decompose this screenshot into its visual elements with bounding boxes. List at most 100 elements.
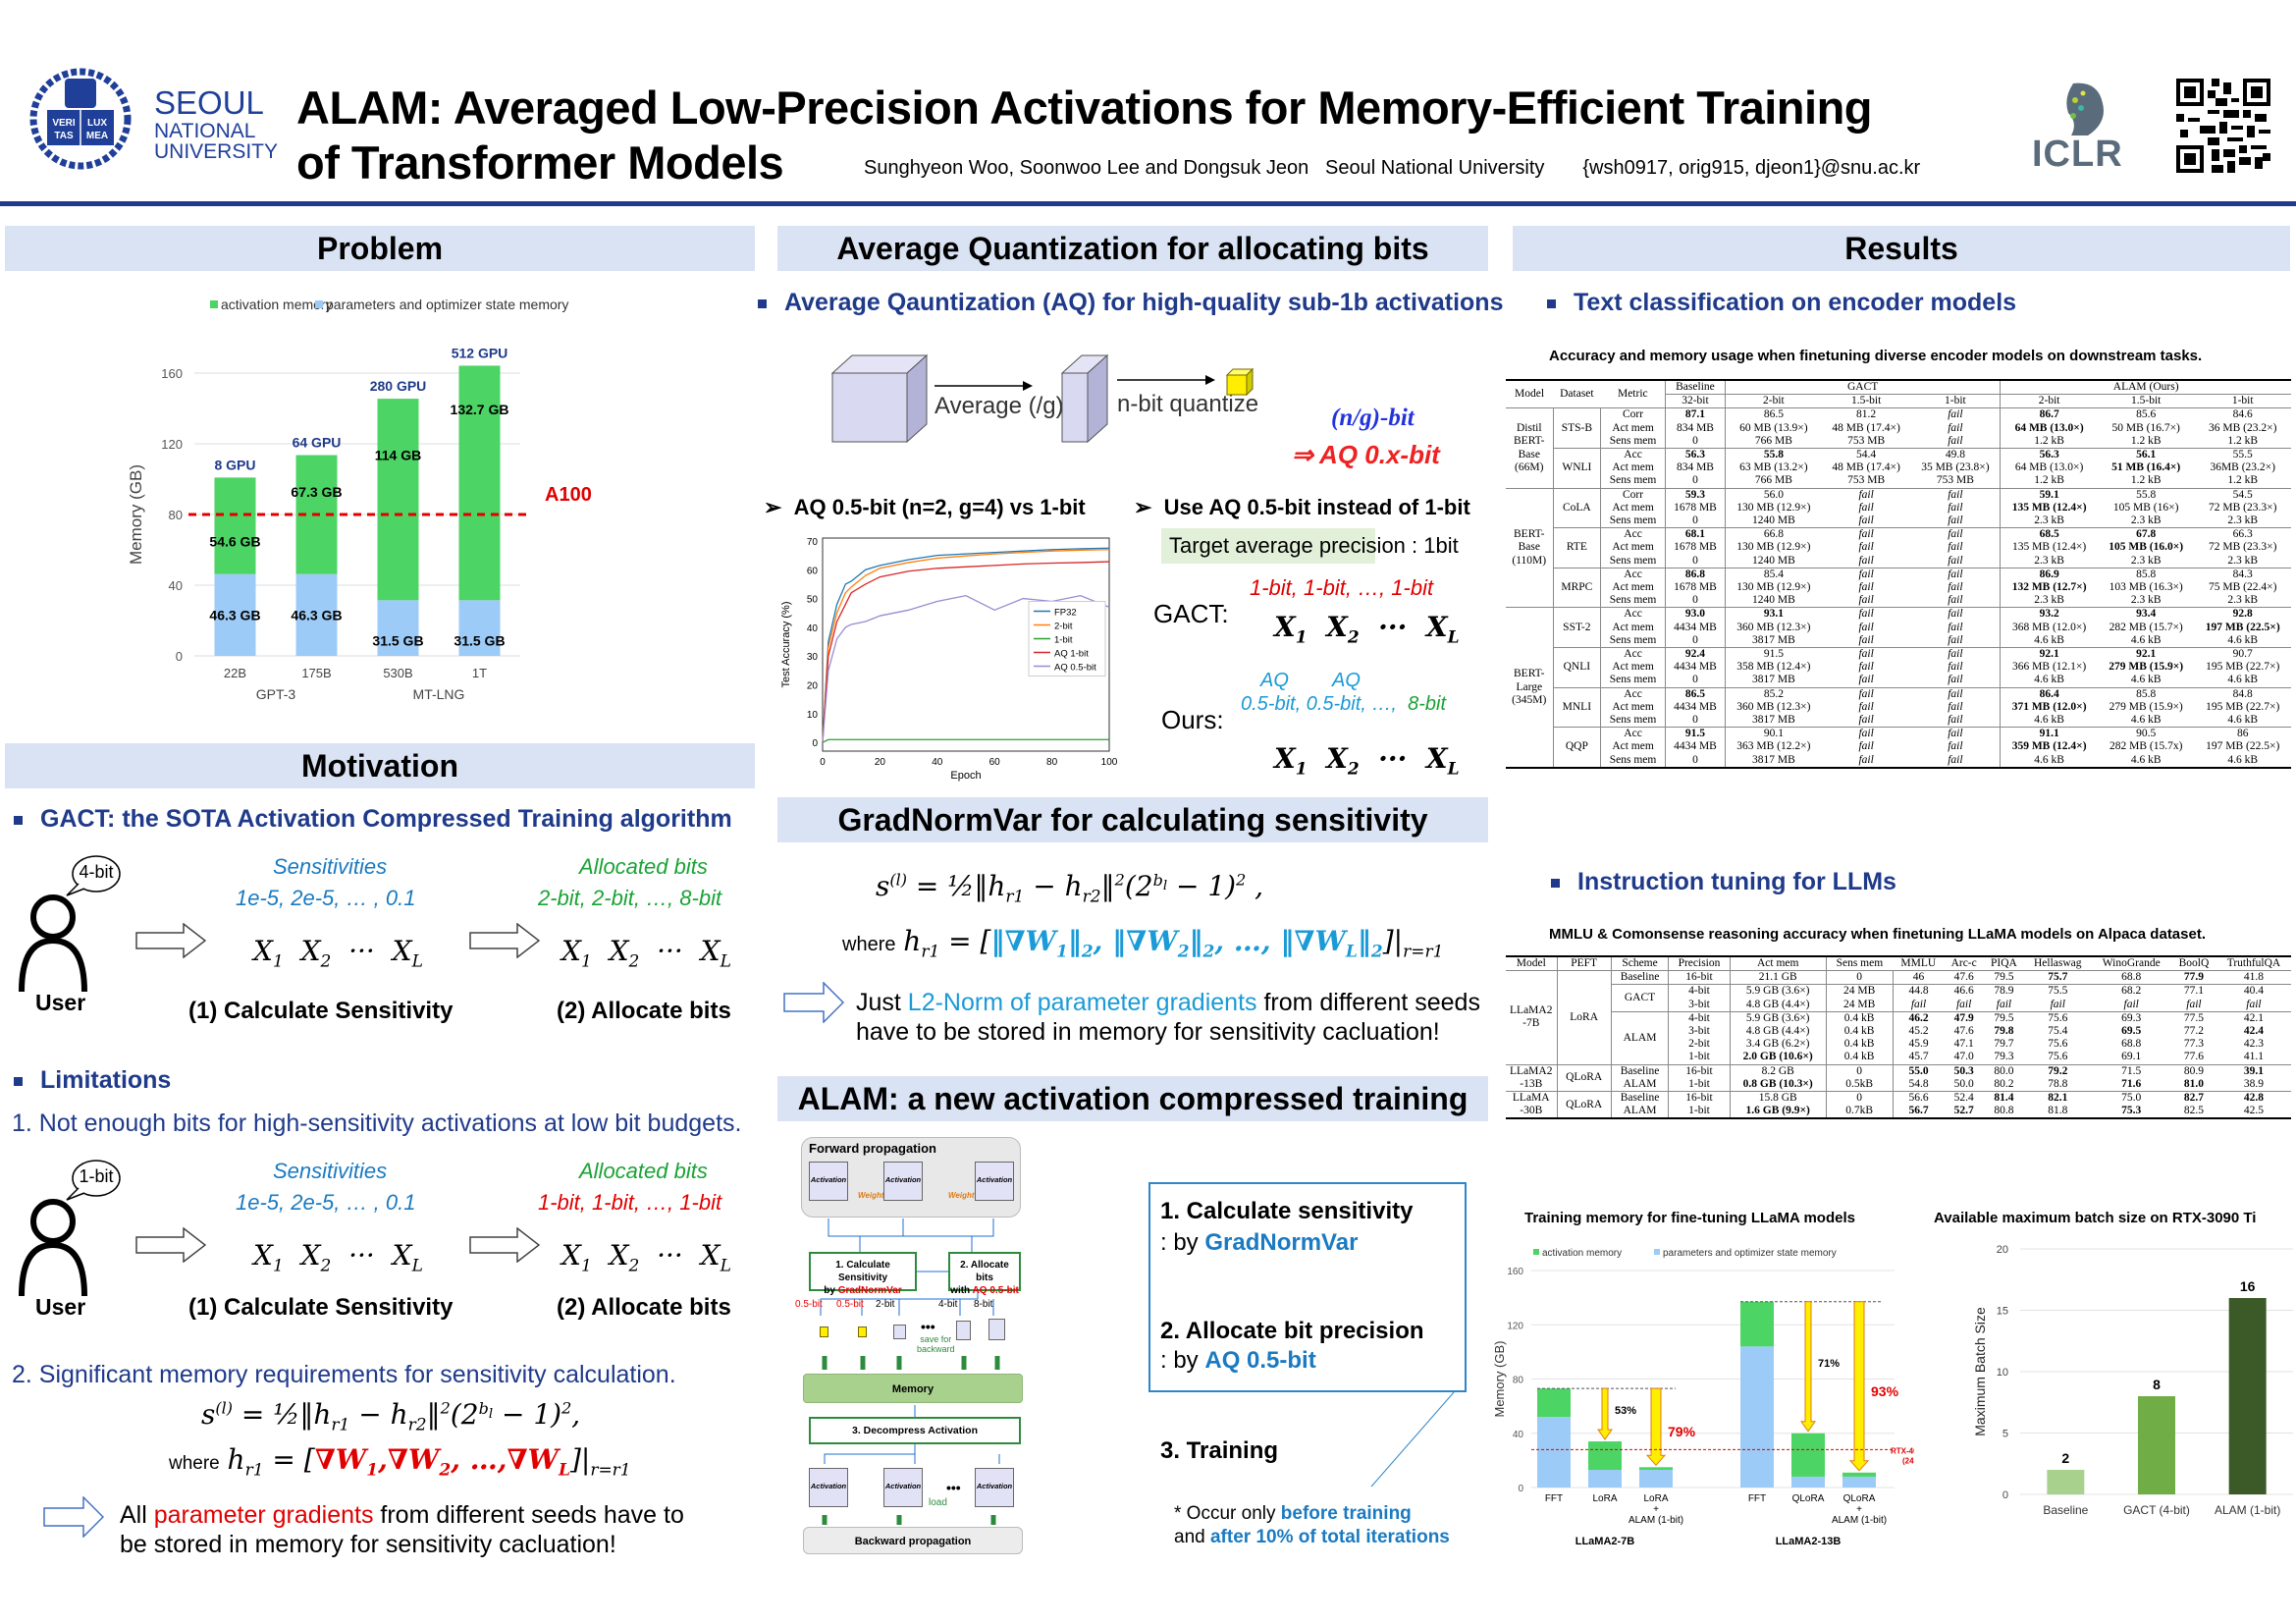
x-tick-label: 100 — [1101, 757, 1118, 768]
x-group-label: LLaMA2-7B — [1575, 1536, 1635, 1547]
table-cell: 56.3 — [2000, 448, 2098, 462]
table-cell: QLoRA — [1556, 1091, 1612, 1118]
table-cell: 68.2 — [2091, 984, 2171, 999]
table-cell: 80.0 — [1983, 1063, 2025, 1078]
reduction-arrow — [1800, 1301, 1816, 1433]
table-row: Sens mem 0 1240 MB fail fail 2.3 kB 2.3 kB 2.3 … — [1506, 514, 2291, 528]
data-label: 46.3 GB — [209, 607, 260, 623]
table-cell: 8.2 GB — [1729, 1063, 1827, 1078]
table-cell: 75.0 — [2091, 1091, 2171, 1106]
table-cell: 0 — [1664, 633, 1726, 648]
table-cell: 4.6 kB — [2000, 633, 2098, 648]
table-cell: 86.4 — [2000, 686, 2098, 701]
qr-code[interactable] — [2176, 79, 2270, 173]
legend-swatch — [1654, 1249, 1660, 1255]
bar — [2047, 1470, 2085, 1494]
reduction-arrow — [1848, 1301, 1870, 1472]
reference-line-label: (24GB) — [1902, 1456, 1914, 1465]
legend-label: parameters and optimizer state memory — [1663, 1248, 1837, 1259]
reduction-label: 93% — [1871, 1383, 1899, 1399]
y-tick-label: 40 — [169, 578, 183, 593]
ours-bits: 0.5-bit, 0.5-bit, …, 8-bit — [1241, 693, 1446, 715]
series-line-2-bit — [822, 549, 1110, 743]
data-label: 8 — [2153, 1377, 2161, 1392]
reduction-label: 71% — [1818, 1358, 1840, 1370]
table-cell: 132 MB (12.7×) — [2000, 581, 2098, 595]
table-cell: 3817 MB — [1724, 753, 1822, 767]
x-tick-label: 0 — [820, 757, 826, 768]
table-row: Sens mem 0 3817 MB fail fail 4.6 kB 4.6 kB 4.6 … — [1506, 753, 2291, 767]
user-icon — [19, 1199, 87, 1297]
table-cell: 3-bit — [1668, 1025, 1731, 1039]
step-allocate-bits: (2) Allocate bits — [557, 1294, 731, 1321]
bar-params — [1842, 1476, 1876, 1488]
load-label: load — [929, 1497, 947, 1508]
table-cell: 2.3 kB — [2130, 514, 2162, 527]
step-calc-sensitivity: (1) Calculate Sensitivity — [188, 998, 454, 1024]
table-cell: 49.8 — [1910, 448, 2001, 462]
table-cell: fail — [1948, 421, 1963, 434]
table-cell: 72 MB (23.3×) — [2209, 501, 2277, 514]
ours-label: Ours: — [1161, 705, 1224, 734]
allocate-bits-box: 2. Allocate bits with AQ 0.5-bit — [948, 1252, 1021, 1296]
legend-label: AQ 0.5-bit — [1054, 663, 1096, 674]
table-cell: 0 — [1664, 594, 1726, 608]
table-cell: QQP — [1553, 727, 1602, 767]
table-row: Act mem 4434 MB 360 MB (12.3×) fail fail 368 … — [1506, 621, 2291, 634]
table-cell: 50 MB (16.7×) — [2111, 421, 2180, 434]
university-name-line: UNIVERSITY — [154, 140, 279, 163]
bit-label: 4-bit — [938, 1299, 958, 1310]
legend-label: AQ 1-bit — [1054, 649, 1089, 660]
gradnormvar-where: where hr1 = [‖∇W1‖2, ‖∇W2‖2, …, ‖∇WL‖2]|… — [842, 925, 1444, 962]
table1-caption: Accuracy and memory usage when finetunin… — [1549, 348, 2203, 364]
table-cell: Acc — [1600, 607, 1666, 622]
table-cell: 0.5kB — [1825, 1077, 1894, 1092]
x-tick-label: 530B — [383, 666, 412, 680]
table-cell: 0 — [1664, 674, 1726, 688]
table-cell: 0 — [1664, 714, 1726, 728]
table-cell: 1.6 GB (9.9×) — [1729, 1105, 1827, 1118]
table-cell: 35 MB (23.8×) — [1921, 461, 1990, 474]
table-cell: 41.8 — [2216, 970, 2291, 985]
table-cell: 86 — [2194, 727, 2291, 741]
table-cell: 75.3 — [2121, 1105, 2142, 1117]
table-cell: Baseline — [1664, 381, 1726, 396]
training-note: * Occur only before training and after 1… — [1174, 1503, 1450, 1547]
y-tick-label: 15 — [1997, 1306, 2008, 1318]
table-cell: 45.9 — [1892, 1038, 1945, 1052]
iclr-head-icon — [2066, 82, 2104, 135]
table-cell: 75.6 — [2048, 1038, 2068, 1051]
table-cell: BoolQ — [2170, 957, 2216, 972]
table-cell: fail — [1858, 674, 1874, 686]
text-classification-heading: Text classification on encoder models — [1547, 289, 2016, 317]
table-cell: 4434 MB — [1664, 740, 1726, 754]
table-cell: Model — [1514, 388, 1545, 401]
legend-label: FP32 — [1054, 608, 1077, 619]
table-cell: 56.1 — [2097, 448, 2195, 462]
y-tick-label: 10 — [1997, 1367, 2008, 1379]
target-precision-box: Target average precision : 1bit — [1161, 528, 1459, 564]
authors: Sunghyeon Woo, Soonwoo Lee and Dongsuk J… — [864, 157, 1309, 179]
table-cell: 3817 MB — [1724, 714, 1822, 728]
table-cell: 0.8 GB (10.3×) — [1729, 1077, 1827, 1092]
sensitivity-formula: s(l) = ½‖hr1 − hr2‖2(2bl − 1)2, — [201, 1398, 581, 1435]
user-label: User — [35, 990, 86, 1015]
y-tick-label: 30 — [807, 652, 819, 663]
table-cell: fail — [1858, 541, 1874, 554]
table-row: 3-bit 4.8 GB (4.4×) 24 MB fail fail fail fail f… — [1506, 998, 2291, 1012]
activation-sequence: X1 X2 ··· XL — [1274, 742, 1460, 780]
gact-heading: GACT: the SOTA Activation Compressed Tra… — [14, 805, 732, 834]
table-cell: 93.0 — [1664, 607, 1726, 622]
table-cell: 86.7 — [2000, 407, 2098, 422]
table-cell: 79.2 — [2024, 1063, 2092, 1078]
section-title-aq: Average Quantization for allocating bits — [777, 226, 1488, 271]
table-cell: fail — [1858, 514, 1874, 527]
table-cell: 4434 MB — [1664, 700, 1726, 715]
table-cell: 56.0 — [1724, 487, 1822, 502]
affiliation: Seoul National University — [1324, 157, 1545, 179]
table-cell: 92.8 — [2194, 607, 2291, 622]
table-cell: Corr — [1600, 487, 1666, 502]
table-cell: 368 MB (12.0×) — [2000, 621, 2098, 634]
reduction-label: 79% — [1668, 1424, 1696, 1439]
table-row: WNLI Acc 56.3 55.8 54.4 49.8 56.3 56.1 55.5 — [1506, 448, 2291, 489]
